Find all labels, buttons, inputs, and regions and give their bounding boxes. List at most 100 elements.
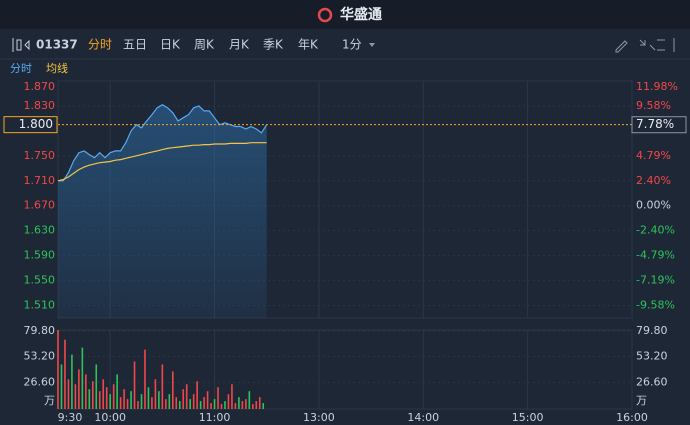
volume-bar	[105, 387, 108, 409]
volume-bar	[151, 397, 153, 409]
volume-bar	[231, 384, 233, 409]
y2-tick-label: 0.00%	[636, 199, 671, 212]
volume-bar	[262, 403, 265, 409]
tool-icons[interactable]	[615, 38, 675, 53]
volume-bar	[154, 379, 157, 409]
tab[interactable]: 日K	[160, 38, 181, 52]
volume-bar	[126, 399, 129, 409]
volume-bar	[182, 389, 185, 409]
y2-tick-label: 4.79%	[636, 149, 671, 162]
y-tick-label: 79.80	[24, 324, 56, 337]
y-tick-label: 26.60	[24, 376, 56, 389]
tab[interactable]: 季K	[263, 38, 284, 52]
tab[interactable]: 分时	[88, 38, 112, 52]
volume-bar	[213, 399, 216, 409]
last-change-box	[631, 116, 687, 134]
y2-tick-label: -4.79%	[636, 249, 675, 262]
volume-bar	[78, 369, 80, 409]
volume-bar	[189, 399, 191, 409]
logo-icon	[317, 7, 333, 23]
volume-bar	[123, 389, 125, 409]
volume-bar	[137, 401, 139, 409]
dropdown-arrow[interactable]	[369, 43, 375, 47]
y2-tick-label: -2.40%	[636, 224, 675, 237]
y2-tick-label: 11.98%	[636, 80, 678, 93]
volume-bar	[95, 364, 98, 409]
volume-bar	[57, 330, 59, 409]
header-bar	[0, 0, 690, 29]
last-price-box	[3, 116, 58, 134]
volume-bar	[255, 401, 258, 409]
volume-bar	[130, 391, 132, 409]
y2-tick-label: 79.80	[636, 324, 668, 337]
volume-bar	[224, 401, 226, 409]
volume-bar	[133, 361, 136, 409]
y2-tick-label: -7.19%	[636, 274, 675, 287]
tab[interactable]: 五日	[123, 38, 147, 52]
volume-bar	[71, 354, 73, 409]
volume-panel	[57, 329, 633, 410]
volume-bar	[109, 394, 111, 409]
volume-bar	[88, 389, 91, 409]
volume-bar	[248, 391, 251, 409]
y-tick-label: 1.870	[24, 80, 56, 93]
price-area	[58, 104, 267, 318]
volume-bar	[67, 379, 70, 409]
volume-bar	[140, 394, 143, 409]
legend-time: 分时	[10, 62, 32, 75]
plot: 9:30 10:00 11:00 13:00 14:00 15:00 16:00 1.870 1…	[3, 80, 687, 424]
logo-text: 华盛通	[340, 6, 382, 23]
x-tick-label: 10:00	[94, 411, 126, 424]
x-tick-label: 15:00	[512, 411, 544, 424]
collapse-icon[interactable]	[12, 38, 30, 52]
volume-bar	[203, 397, 205, 409]
last-change-label: 7.78%	[636, 117, 674, 131]
toolbar	[0, 29, 690, 59]
y-tick-label: 1.710	[24, 174, 56, 187]
legend-avg: 均线	[46, 61, 68, 75]
volume-unit: 万	[44, 394, 55, 407]
volume-bar	[91, 381, 94, 409]
volume-unit: 万	[636, 394, 647, 407]
interval-select[interactable]: 1分	[342, 38, 362, 52]
y-tick-label: 1.830	[24, 99, 56, 112]
y-tick-label: 1.590	[24, 249, 56, 262]
volume-bar	[185, 384, 188, 409]
y2-tick-label: 26.60	[636, 376, 668, 389]
tab[interactable]: 年K	[298, 38, 319, 52]
tab[interactable]: 月K	[229, 38, 250, 52]
x-tick-label: 11:00	[199, 411, 231, 424]
volume-bar	[119, 397, 122, 409]
volume-bar	[165, 399, 167, 409]
volume-bar	[161, 364, 164, 409]
volume-bar	[258, 397, 261, 409]
volume-bar	[192, 394, 195, 409]
y-tick-label: 1.630	[24, 224, 56, 237]
symbol: 01337	[36, 38, 78, 52]
volume-bar	[220, 404, 223, 409]
price-line	[58, 104, 268, 182]
volume-bar	[98, 391, 101, 409]
volume-bar	[116, 374, 118, 409]
volume-bar	[238, 397, 240, 409]
volume-bar	[74, 384, 77, 409]
volume-bar	[245, 399, 247, 409]
volume-bar	[178, 401, 181, 409]
volume-bar	[206, 391, 209, 409]
y2-tick-label: 9.58%	[636, 99, 671, 112]
volume-bar	[199, 401, 202, 409]
tabs: 分时 五日 日K 周K 月K 季K 年K	[88, 38, 319, 52]
tab[interactable]: 周K	[194, 38, 215, 52]
volume-bar	[210, 403, 212, 409]
last-price-label: 1.800	[19, 117, 53, 131]
x-tick-label: 14:00	[407, 411, 439, 424]
y-tick-label: 1.670	[24, 199, 56, 212]
volume-bar	[60, 364, 63, 409]
volume-bar	[85, 374, 87, 409]
y-tick-label: 1.750	[24, 149, 56, 162]
volume-bar	[158, 391, 160, 409]
volume-bar	[234, 403, 237, 409]
x-tick-label: 16:00	[616, 411, 648, 424]
y-tick-label: 1.550	[24, 274, 56, 287]
